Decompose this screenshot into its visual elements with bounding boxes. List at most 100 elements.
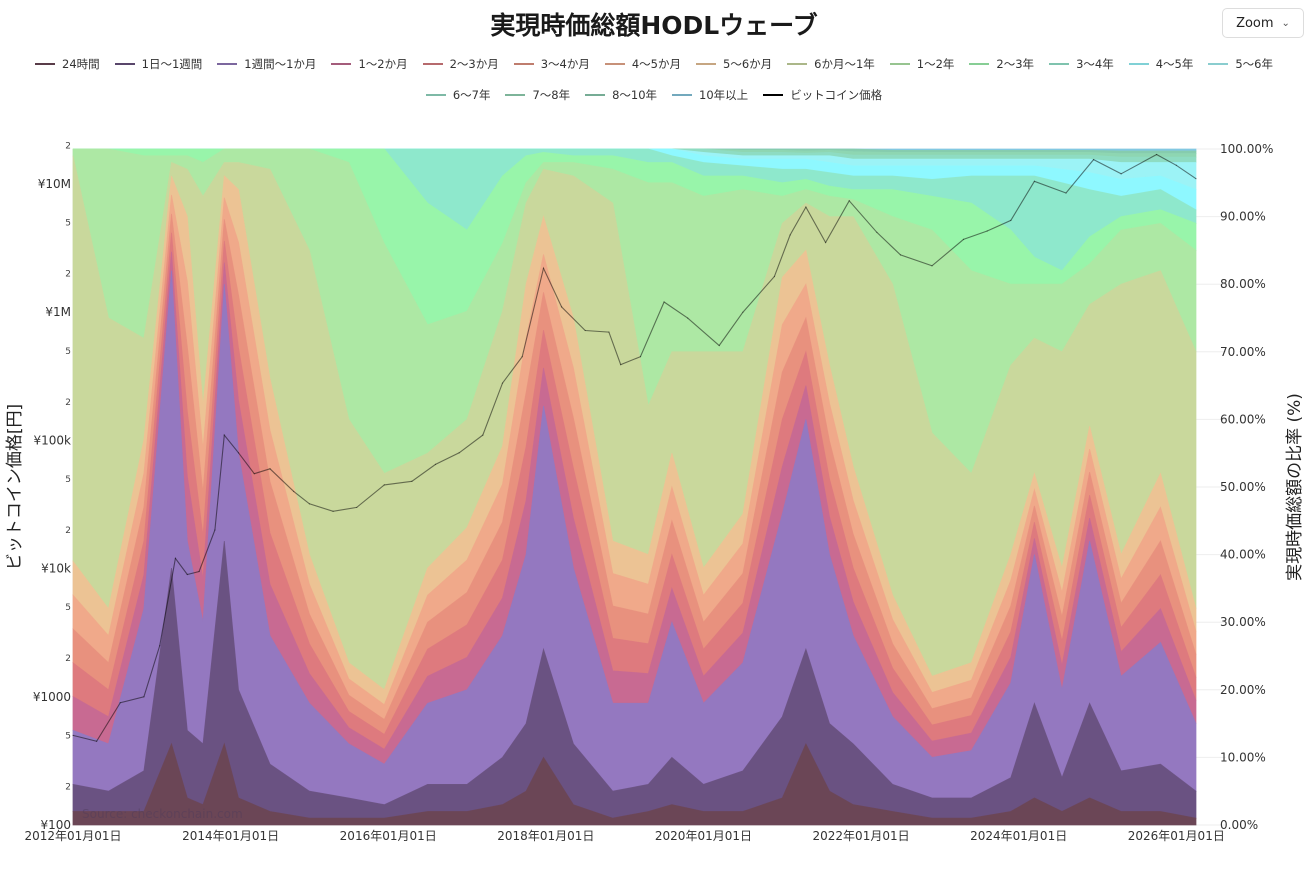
price-point (1120, 173, 1122, 175)
chart-title: 実現時価総額HODLウェーブ (490, 11, 818, 40)
y-right-tick-label: 90.00% (1220, 210, 1266, 224)
legend-swatch (672, 94, 693, 96)
area-series-0 (72, 742, 1197, 826)
price-point (383, 484, 385, 486)
x-axis: 2012年01月01日 2014年01月01日 2016年01月01日 2018年01… (24, 829, 1224, 843)
x-tick-label: 2020年01月01日 (655, 829, 752, 843)
price-point (143, 696, 145, 698)
price-point (561, 306, 563, 308)
legend-item[interactable]: 3〜4か月 (513, 56, 590, 72)
legend-item[interactable]: ビットコイン価格 (763, 87, 882, 103)
legend-swatch (513, 63, 534, 65)
price-point (434, 463, 437, 465)
y-right-tick-label: 0.00% (1220, 818, 1258, 832)
price-point (1010, 219, 1012, 222)
x-tick-label: 2016年01月01日 (340, 829, 437, 843)
legend-label: 3〜4年 (1076, 57, 1114, 71)
legend-label: 6〜7年 (452, 88, 491, 102)
price-point (332, 510, 334, 512)
y-right-tick-label: 20.00% (1220, 683, 1266, 697)
price-point (223, 434, 225, 436)
price-point (789, 234, 791, 236)
bitcoin-price-line (72, 153, 1197, 742)
legend-item[interactable]: 3〜4年 (1049, 56, 1114, 72)
price-point (308, 503, 311, 505)
price-point (198, 570, 200, 573)
chevron-down-icon: ⌄ (1281, 17, 1290, 29)
price-point (269, 468, 271, 470)
price-point (72, 734, 74, 736)
legend-swatch (35, 63, 56, 65)
y-axis-left: ¥100 2 5 ¥1000 2 5 ¥10k 2 5 ¥100k 2 5 ¥1M 2 5 ¥10M 2 (33, 141, 71, 832)
zoom-dropdown-button[interactable]: Zoom ⌄ (1222, 8, 1304, 38)
legend-item[interactable]: 6か月〜1年 (787, 56, 875, 72)
x-tick-label: 2022年01月01日 (813, 829, 910, 843)
legend-label: 5〜6年 (1235, 57, 1273, 71)
legend-item[interactable]: 1日〜1週間 (114, 56, 202, 72)
legend-item[interactable]: 5〜6か月 (696, 56, 772, 72)
price-point (1065, 192, 1067, 194)
legend-swatch (217, 63, 238, 65)
legend-label: 24時間 (62, 57, 100, 71)
price-point (186, 573, 188, 576)
price-point (718, 344, 720, 347)
y-right-tick-label: 70.00% (1220, 345, 1266, 359)
legend: 6〜7年 7〜8年 8〜10年 10年以上 ビットコイン価格 (0, 87, 1308, 103)
legend-swatch (1128, 63, 1149, 65)
legend-label: 6か月〜1年 (814, 57, 875, 71)
y-left-tick-label: 5 (65, 219, 71, 229)
legend-label: 4〜5年 (1155, 57, 1194, 71)
legend-item[interactable]: 6〜7年 (425, 87, 491, 103)
price-point (1092, 158, 1095, 161)
legend-item[interactable]: 4〜5年 (1128, 56, 1194, 72)
price-point (986, 230, 988, 232)
legend-label: 4〜5か月 (631, 57, 681, 71)
legend-swatch (585, 94, 606, 96)
y-left-tick-label: ¥1M (45, 305, 71, 319)
price-point (848, 200, 850, 202)
legend-item[interactable]: 5〜6年 (1208, 56, 1273, 72)
legend-item[interactable]: 1〜2か月 (331, 56, 408, 72)
y-left-tick-label: 2 (65, 526, 71, 536)
legend-item[interactable]: 10年以上 (672, 87, 748, 103)
y-left-tick-label: 5 (65, 475, 71, 485)
x-tick-label: 2026年01月01日 (1128, 829, 1225, 843)
legend-item[interactable]: 7〜8年 (505, 87, 570, 103)
price-point (174, 557, 177, 560)
legend-label: 7〜8年 (532, 88, 571, 102)
legend: 24時間 1日〜1週間 1週間〜1か月 1〜2か月 2〜3か月 3〜4か月 4〜5か月 5〜6… (0, 56, 1308, 72)
legend-item[interactable]: 1週間〜1か月 (217, 56, 316, 72)
y-right-tick-label: 50.00% (1220, 480, 1266, 494)
price-point (773, 275, 775, 278)
y-left-tick-label: 2 (65, 398, 71, 408)
price-line-layer (72, 153, 1197, 742)
legend-item[interactable]: 2〜3年 (969, 56, 1034, 72)
legend-item[interactable]: 8〜10年 (585, 87, 657, 103)
price-point (931, 265, 933, 267)
y-right-tick-label: 60.00% (1220, 412, 1266, 426)
price-point (805, 206, 807, 208)
legend-swatch (422, 63, 443, 65)
legend-label: 2〜3か月 (449, 57, 499, 71)
price-point (119, 702, 121, 704)
x-tick-label: 2014年01月01日 (182, 829, 279, 843)
y-left-tick-label: 2 (65, 141, 71, 151)
legend-item[interactable]: 1〜2年 (889, 56, 954, 72)
legend-swatch (696, 63, 716, 65)
y-left-tick-label: 5 (65, 731, 71, 741)
legend-swatch (604, 63, 625, 65)
y-left-tick-label: 2 (65, 782, 71, 792)
legend-item[interactable]: 2〜3か月 (422, 56, 499, 72)
price-point (663, 301, 665, 303)
legend-item[interactable]: 24時間 (35, 56, 100, 72)
price-point (237, 452, 240, 454)
y-left-tick-label: 2 (65, 654, 71, 664)
legend-item[interactable]: 4〜5か月 (604, 56, 681, 72)
price-point (899, 254, 902, 256)
y-left-tick-label: ¥10M (38, 177, 71, 191)
price-point (687, 317, 689, 319)
legend-swatch (114, 63, 135, 65)
y-axis-right: 0.00% 10.00% 20.00% 30.00% 40.00% 50.00% 60.00… (1220, 142, 1273, 832)
legend-swatch (969, 63, 990, 65)
